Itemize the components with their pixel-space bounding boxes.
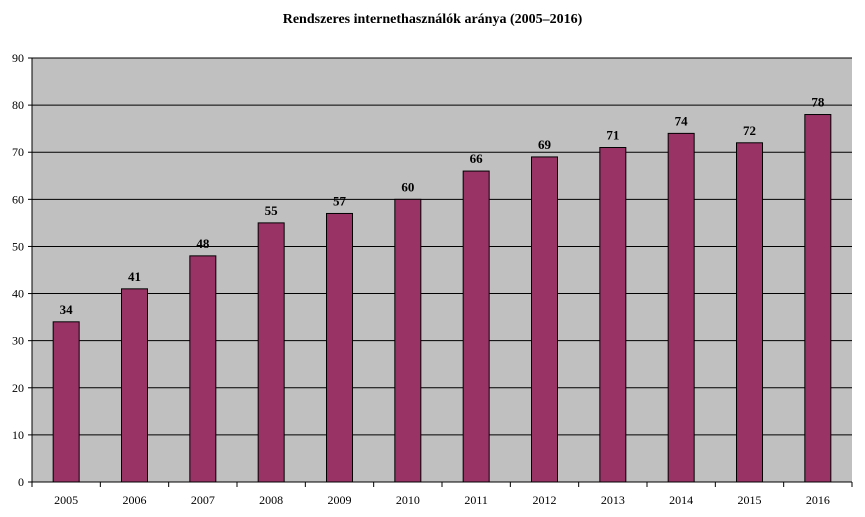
y-tick-label: 20 [12,381,24,395]
bar-2007 [189,255,217,483]
data-label-2005: 34 [60,302,74,317]
bar-2012 [531,156,558,483]
bars [52,114,832,483]
y-tick-label: 80 [12,98,24,112]
x-tick-label-2008: 2008 [259,493,283,507]
x-tick-label-2016: 2016 [806,493,830,507]
bar-2014 [667,132,695,483]
x-tick-label-2006: 2006 [123,493,147,507]
y-tick-label: 70 [12,145,24,159]
y-tick-label: 60 [12,192,24,206]
y-tick-label: 90 [12,51,24,65]
y-tick-label: 0 [18,475,24,489]
data-label-2009: 57 [333,193,347,208]
bar-2013 [599,147,627,483]
bar-2015 [736,142,763,483]
data-label-2016: 78 [811,95,825,110]
data-label-2013: 71 [606,128,619,143]
bar-2010 [394,198,422,483]
data-label-2010: 60 [401,179,414,194]
gridlines [32,57,852,436]
y-tick-label: 10 [12,428,24,442]
data-label-2011: 66 [470,151,484,166]
axes: 0 10 20 30 40 50 60 70 80 90 2005 2006 2007 2008 2009 2… [12,51,853,507]
data-label-2008: 55 [265,203,279,218]
bar-2008 [257,222,285,483]
data-label-2015: 72 [743,123,756,138]
x-tick-label-2007: 2007 [191,493,215,507]
x-tick-label-2005: 2005 [54,493,78,507]
y-tick-label: 40 [12,287,24,301]
chart-title: Rendszeres internethasználók aránya (200… [282,12,583,27]
bar-2005 [52,321,80,483]
x-tick-label-2009: 2009 [328,493,352,507]
data-label-2012: 69 [538,137,552,152]
data-label-2007: 48 [196,236,210,251]
plot-area [32,58,852,482]
x-tick-label-2011: 2011 [464,493,488,507]
x-tick-label-2013: 2013 [601,493,625,507]
bar-2009 [326,212,353,483]
data-label-2014: 74 [675,113,689,128]
x-tick-label-2010: 2010 [396,493,420,507]
data-labels: 34 41 48 55 57 60 66 69 71 74 72 78 [60,95,825,317]
x-tick-label-2015: 2015 [738,493,762,507]
bar-2006 [121,288,148,483]
y-tick-label: 50 [12,239,24,253]
x-tick-label-2012: 2012 [533,493,557,507]
y-tick-label: 30 [12,334,24,348]
bar-2011 [462,170,490,483]
x-tick-label-2014: 2014 [669,493,693,507]
bar-2016 [804,114,832,483]
data-label-2006: 41 [128,269,141,284]
